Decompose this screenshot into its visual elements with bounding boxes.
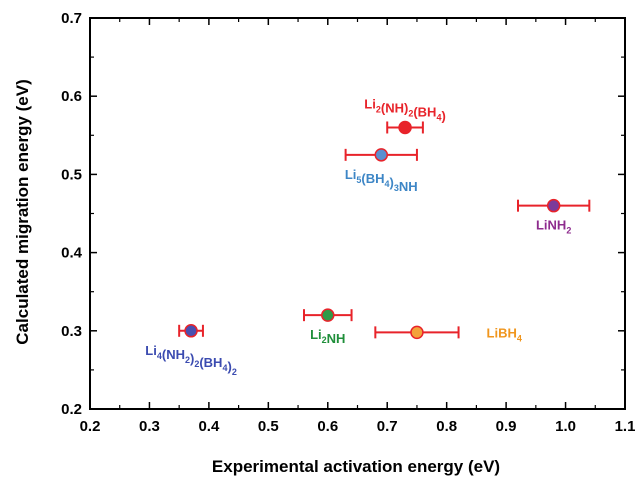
y-axis-title: Calculated migration energy (eV) bbox=[13, 79, 32, 344]
data-point-group: Li2(NH)2(BH4) bbox=[364, 96, 446, 135]
x-tick-label: 0.4 bbox=[198, 418, 220, 435]
data-point-label: Li2(NH)2(BH4) bbox=[364, 96, 446, 123]
data-point-label: Li5(BH4)3NH bbox=[345, 167, 418, 194]
data-point-group: LiBH4 bbox=[374, 325, 522, 343]
y-tick-label: 0.4 bbox=[61, 245, 83, 262]
x-tick-label: 0.3 bbox=[139, 418, 160, 435]
x-tick-label: 0.7 bbox=[377, 418, 398, 435]
data-point bbox=[321, 308, 335, 322]
x-tick-label: 0.8 bbox=[436, 418, 457, 435]
data-point bbox=[374, 148, 389, 162]
x-tick-label: 1.0 bbox=[555, 418, 576, 435]
x-tick-label: 0.2 bbox=[80, 418, 101, 435]
y-tick-label: 0.2 bbox=[61, 401, 82, 418]
y-tick-label: 0.6 bbox=[61, 88, 82, 105]
data-point bbox=[398, 120, 412, 135]
x-tick-label: 0.6 bbox=[317, 418, 338, 435]
y-tick-label: 0.5 bbox=[61, 166, 82, 183]
data-point-group: LiNH2 bbox=[517, 198, 591, 236]
data-point bbox=[184, 324, 198, 338]
y-tick-label: 0.3 bbox=[61, 323, 82, 340]
x-tick-label: 0.5 bbox=[258, 418, 279, 435]
data-point-label: LiNH2 bbox=[536, 218, 571, 236]
data-point bbox=[410, 325, 424, 340]
data-point-group: Li4(NH2)2(BH4)2 bbox=[145, 324, 237, 377]
data-point-label: Li4(NH2)2(BH4)2 bbox=[145, 343, 237, 377]
data-point-group: Li5(BH4)3NH bbox=[344, 148, 418, 194]
y-tick-label: 0.7 bbox=[61, 10, 82, 27]
data-point-group: Li2NH bbox=[303, 308, 353, 346]
x-axis-title: Experimental activation energy (eV) bbox=[212, 457, 500, 476]
x-tick-label: 0.9 bbox=[496, 418, 517, 435]
x-tick-label: 1.1 bbox=[615, 418, 635, 435]
data-point-label: LiBH4 bbox=[487, 325, 522, 343]
data-point bbox=[546, 198, 561, 213]
data-point-label: Li2NH bbox=[310, 327, 345, 346]
